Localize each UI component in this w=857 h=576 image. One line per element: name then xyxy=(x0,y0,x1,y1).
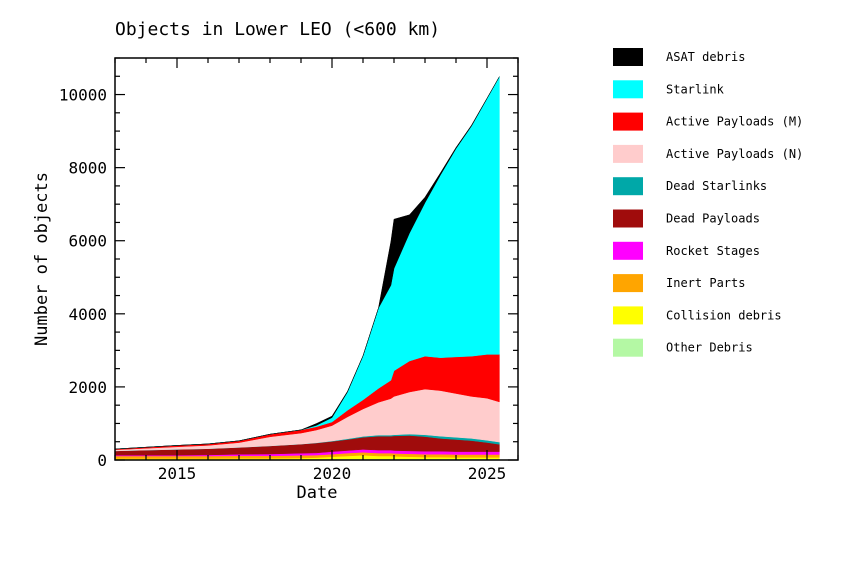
y-tick-label: 4000 xyxy=(68,305,107,324)
legend-label: Active Payloads (M) xyxy=(666,115,803,129)
legend-label: Starlink xyxy=(666,82,725,96)
legend-label: Dead Starlinks xyxy=(666,179,767,193)
legend-swatch xyxy=(613,80,643,99)
legend-label: Active Payloads (N) xyxy=(666,147,803,161)
legend-swatch xyxy=(613,338,643,357)
x-axis-label: Date xyxy=(297,483,338,503)
legend-swatch xyxy=(613,48,643,66)
legend-swatch xyxy=(613,177,643,196)
y-tick-label: 10000 xyxy=(59,86,107,105)
y-tick-label: 2000 xyxy=(68,378,107,397)
area-asat-debris xyxy=(114,76,500,450)
y-axis-label: Number of objects xyxy=(32,172,52,346)
x-tick-label: 2025 xyxy=(468,464,507,483)
legend-swatch xyxy=(613,144,643,163)
chart-title: Objects in Lower LEO (<600 km) xyxy=(115,19,440,40)
legend-label: Dead Payloads xyxy=(666,212,760,226)
axis-ticks: 2015 2020 2025 0 2000 4000 6000 8000 10000 xyxy=(59,57,519,483)
x-tick-label: 2020 xyxy=(313,464,352,483)
legend-swatch xyxy=(613,209,643,228)
legend-swatch xyxy=(613,241,643,260)
legend-label: Collision debris xyxy=(666,308,782,322)
stacked-areas xyxy=(114,75,500,461)
legend-swatch xyxy=(613,306,643,325)
y-tick-label: 6000 xyxy=(68,232,107,251)
y-tick-label: 8000 xyxy=(68,159,107,178)
legend-swatch xyxy=(613,112,643,131)
legend: ASAT debris Starlink Active Payloads (M) Ac… xyxy=(613,48,803,357)
x-tick-label: 2015 xyxy=(158,464,197,483)
legend-label: ASAT debris xyxy=(666,50,745,64)
legend-label: Other Debris xyxy=(666,341,753,355)
y-tick-label: 0 xyxy=(97,451,107,470)
legend-label: Rocket Stages xyxy=(666,244,760,258)
legend-swatch xyxy=(613,274,643,293)
legend-label: Inert Parts xyxy=(666,276,745,290)
